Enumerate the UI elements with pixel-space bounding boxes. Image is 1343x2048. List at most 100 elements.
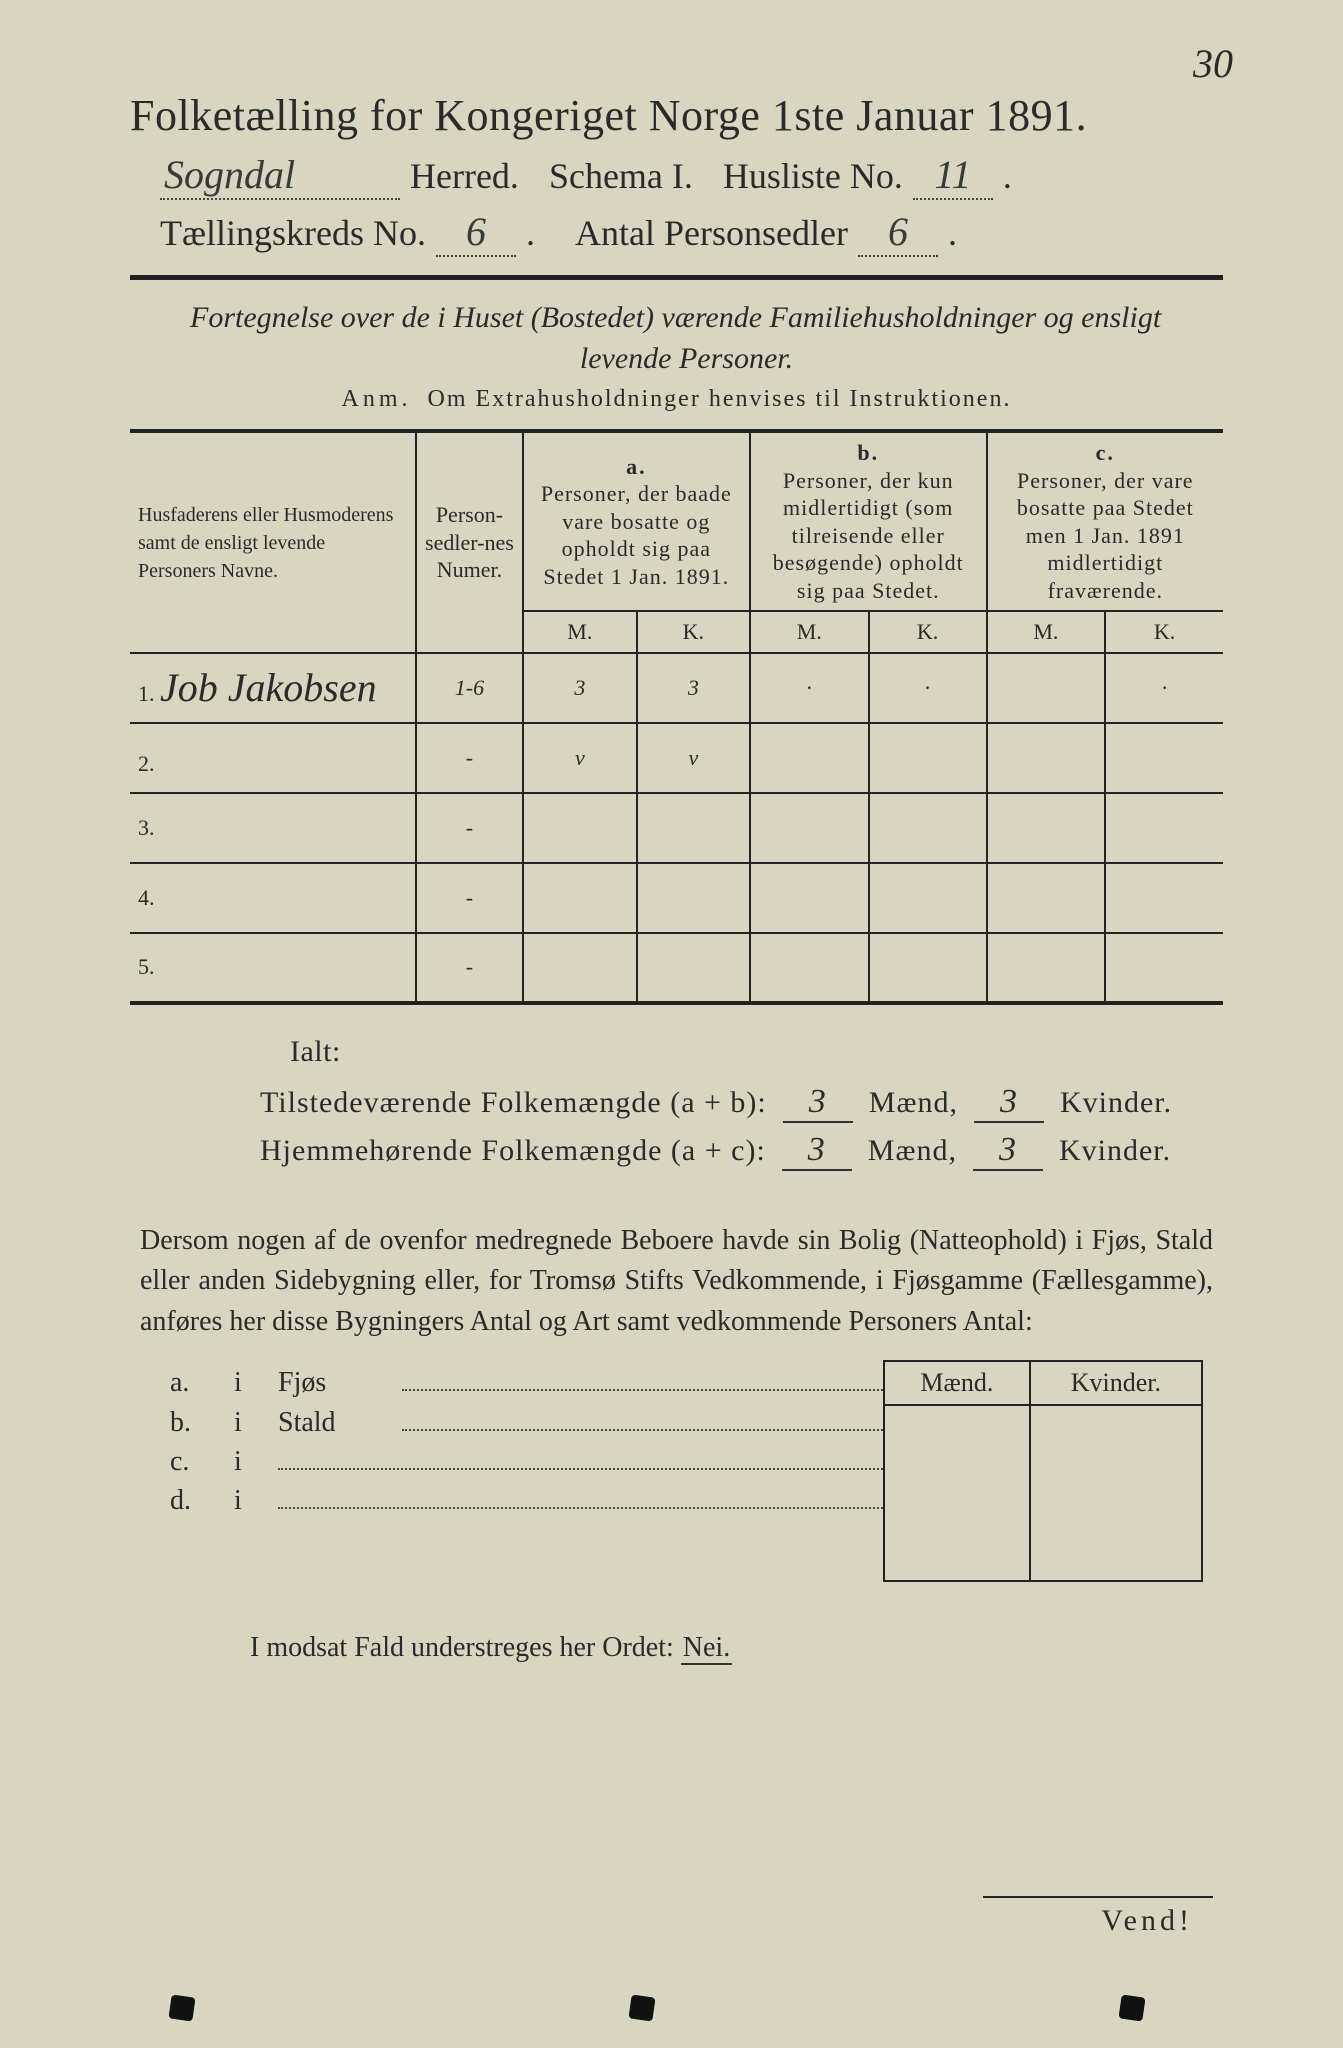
b-k-header: K. [869, 611, 987, 653]
row-name-cell: 1. Job Jakobsen [130, 653, 416, 723]
row-aM [523, 793, 637, 863]
husliste-value: 11 [913, 151, 993, 200]
dotted-line [402, 1366, 883, 1391]
out-lab: c. [170, 1446, 220, 1478]
col-name-text: Husfaderens eller Husmoderens samt de en… [138, 504, 393, 582]
home-line: Hjemmehørende Folkemængde (a + c): 3 Mæn… [260, 1131, 1223, 1171]
anm-prefix: Anm. [342, 386, 412, 412]
table-row: 2. - v v [130, 723, 1223, 793]
row-bK: · [869, 653, 987, 723]
row-bM [750, 793, 869, 863]
col-b-text: Personer, der kun midlertidigt (som tilr… [759, 467, 978, 605]
b-m-header: M. [750, 611, 869, 653]
herred-line: Sogndal Herred. Schema I. Husliste No. 1… [160, 151, 1223, 200]
row-cK [1105, 723, 1223, 793]
herred-label: Herred. [410, 155, 519, 197]
row-num: 3. [138, 815, 155, 840]
row-name-cell: 5. [130, 933, 416, 1003]
row-aK: v [637, 723, 750, 793]
present-m: 3 [783, 1083, 853, 1123]
table-row: 5. - [130, 933, 1223, 1003]
c-k-header: K. [1105, 611, 1223, 653]
punch-hole [1118, 1994, 1145, 2021]
row-num: 4. [138, 885, 155, 910]
row-cM [987, 653, 1106, 723]
row-bK [869, 793, 987, 863]
row-cK [1105, 793, 1223, 863]
out-cell [884, 1405, 1030, 1449]
col-c-text: Personer, der vare bosatte paa Stedet me… [996, 467, 1215, 605]
kvinder-label: Kvinder. [1059, 1134, 1171, 1168]
row-bK [869, 933, 987, 1003]
col-numer-header: Person-sedler-nes Numer. [416, 431, 523, 653]
out-lab: b. [170, 1407, 220, 1439]
row-aM: 3 [523, 653, 637, 723]
out-cell [1030, 1493, 1202, 1537]
husliste-label: Husliste No. [723, 155, 903, 197]
row-aM [523, 863, 637, 933]
maend-label: Mænd, [869, 1086, 958, 1120]
maend-label: Mænd, [868, 1134, 957, 1168]
c-m-header: M. [987, 611, 1106, 653]
vend-label: Vend! [1101, 1904, 1193, 1938]
punch-hole [168, 1994, 195, 2021]
out-m-header: Mænd. [884, 1361, 1030, 1405]
row-cK [1105, 933, 1223, 1003]
dersom-paragraph: Dersom nogen af de ovenfor medregnede Be… [140, 1221, 1213, 1343]
row-cM [987, 933, 1106, 1003]
dotted-line [278, 1445, 883, 1470]
subtitle-b: levende Personer. [190, 339, 1183, 378]
out-lab: d. [170, 1485, 220, 1517]
dotted-line [402, 1405, 883, 1430]
row-name-cell: 4. [130, 863, 416, 933]
row-aM: v [523, 723, 637, 793]
table-row: 4. - [130, 863, 1223, 933]
divider [130, 275, 1223, 280]
outbuildings-table: Mænd. Kvinder. [883, 1360, 1203, 1582]
ialt-label: Ialt: [290, 1035, 1223, 1069]
out-k-header: Kvinder. [1030, 1361, 1202, 1405]
out-cell [884, 1449, 1030, 1493]
title-block: Folketælling for Kongeriget Norge 1ste J… [130, 90, 1223, 257]
col-name-header: Husfaderens eller Husmoderens samt de en… [130, 431, 416, 653]
home-label: Hjemmehørende Folkemængde (a + c): [260, 1134, 766, 1168]
row-aK [637, 793, 750, 863]
row-bM [750, 863, 869, 933]
out-row: a. i Fjøs [170, 1366, 883, 1399]
outbuildings-section: a. i Fjøs b. i Stald c. i d. i [170, 1360, 1203, 1582]
modsat-nei: Nei. [681, 1632, 732, 1665]
page-number: 30 [1193, 40, 1233, 87]
col-b-header: b. Personer, der kun midlertidigt (som t… [750, 431, 987, 611]
kvinder-label: Kvinder. [1060, 1086, 1172, 1120]
col-b-label: b. [759, 439, 978, 467]
a-m-header: M. [523, 611, 637, 653]
row-aK: 3 [637, 653, 750, 723]
col-a-label: a. [532, 453, 741, 481]
punch-hole [628, 1994, 655, 2021]
out-row: d. i [170, 1484, 883, 1517]
col-a-text: Personer, der baade vare bosatte og opho… [532, 480, 741, 590]
out-cell [884, 1493, 1030, 1537]
a-k-header: K. [637, 611, 750, 653]
row-numer: - [416, 723, 523, 793]
row-cK: · [1105, 653, 1223, 723]
row-bM [750, 723, 869, 793]
table-row: 1. Job Jakobsen 1-6 3 3 · · · [130, 653, 1223, 723]
present-k: 3 [974, 1083, 1044, 1123]
row-cM [987, 863, 1106, 933]
row-cM [987, 793, 1106, 863]
out-cell [1030, 1537, 1202, 1581]
kreds-line: Tællingskreds No. 6. Antal Personsedler … [160, 208, 1223, 257]
col-c-label: c. [996, 439, 1215, 467]
outbuildings-list: a. i Fjøs b. i Stald c. i d. i [170, 1360, 883, 1523]
out-lab: a. [170, 1367, 220, 1399]
col-c-header: c. Personer, der vare bosatte paa Stedet… [987, 431, 1223, 611]
anm-line: Anm. Om Extrahusholdninger henvises til … [130, 386, 1223, 413]
out-row: b. i Stald [170, 1405, 883, 1438]
row-num: 5. [138, 954, 155, 979]
out-cell [1030, 1449, 1202, 1493]
row-num: 2. [138, 751, 155, 776]
antal-value: 6 [858, 208, 938, 257]
table-row: 3. - [130, 793, 1223, 863]
row-num: 1. [138, 681, 155, 706]
